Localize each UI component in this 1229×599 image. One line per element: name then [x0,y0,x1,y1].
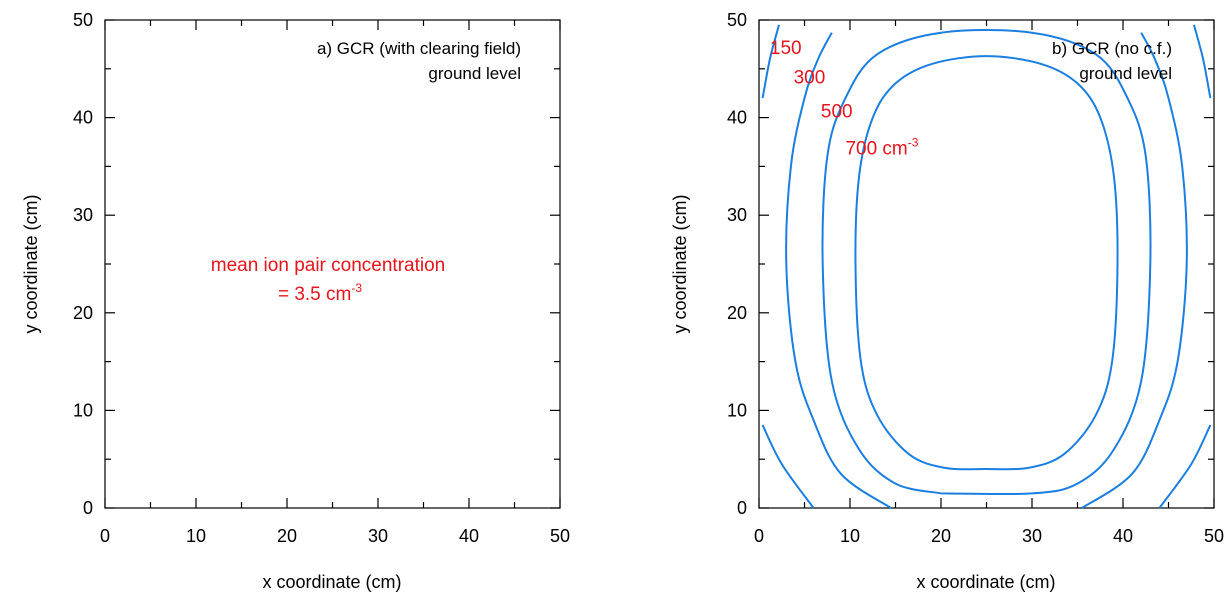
panel-b-plot-frame [758,19,1215,509]
contour-line-300 [785,32,892,509]
x-tick-label: 30 [1022,526,1042,546]
x-tick-label: 40 [459,526,479,546]
contour-level-label: 500 [821,102,853,123]
contour-line-150 [1193,24,1212,99]
contour-level-label: 150 [770,38,802,59]
panel-b-title-line1: b) GCR (no c.f.) [1052,39,1172,58]
y-tick-label: 20 [727,303,747,323]
panel-a-annotation-sup: -3 [351,281,362,295]
panel-a-x-axis-label: x coordinate (cm) [262,572,401,592]
contour-line-150 [761,424,815,509]
contour-line-500 [821,29,1152,496]
contour-line-150 [1158,424,1212,509]
y-tick-label: 10 [73,400,93,420]
x-tick-label: 50 [550,526,570,546]
panel-a: 0 10 20 30 40 50 0 10 20 30 40 50 a) GCR (with clea… [21,10,570,592]
panel-a-title-line2: ground level [428,64,521,83]
y-tick-label: 0 [83,498,93,518]
contour-line-700 [854,55,1119,471]
x-tick-label: 0 [754,526,764,546]
y-tick-label: 0 [737,498,747,518]
x-tick-label: 10 [840,526,860,546]
panel-b-contours [761,24,1212,509]
x-tick-label: 0 [100,526,110,546]
panel-b-y-axis-label: y coordinate (cm) [670,194,690,333]
contour-line-150 [761,24,780,99]
panel-a-annotation-line2: = 3.5 cm-3 [278,281,362,305]
y-tick-label: 40 [727,108,747,128]
contour-level-value: 150 [770,38,802,59]
y-tick-label: 30 [73,205,93,225]
y-tick-label: 50 [727,10,747,30]
x-tick-label: 10 [186,526,206,546]
panel-b-level-labels: 150 300 500 700 cm-3 [770,38,919,160]
x-tick-label: 20 [931,526,951,546]
x-tick-label: 30 [368,526,388,546]
contour-line-300 [1081,32,1188,509]
contour-level-sup: -3 [908,136,919,150]
y-tick-label: 30 [727,205,747,225]
panel-b-x-axis-label: x coordinate (cm) [916,572,1055,592]
panel-a-annotation-value: = 3.5 cm [278,284,351,305]
x-tick-label: 20 [277,526,297,546]
panel-a-ticks: 0 10 20 30 40 50 0 10 20 30 40 50 [73,10,570,546]
panel-a-annotation-line1: mean ion pair concentration [211,255,445,276]
contour-level-value: 300 [794,67,826,88]
contour-level-label: 700 cm-3 [845,136,918,160]
y-tick-label: 20 [73,303,93,323]
contour-level-label: 300 [794,67,826,88]
contour-level-value: 700 cm [845,139,907,160]
x-tick-label: 40 [1113,526,1133,546]
y-tick-label: 10 [727,400,747,420]
x-tick-label: 50 [1204,526,1224,546]
contour-level-value: 500 [821,102,853,123]
panel-a-y-axis-label: y coordinate (cm) [21,194,41,333]
y-tick-label: 40 [73,108,93,128]
panel-a-title-line1: a) GCR (with clearing field) [317,39,521,58]
panel-b-title-line2: ground level [1079,64,1172,83]
y-tick-label: 50 [73,10,93,30]
